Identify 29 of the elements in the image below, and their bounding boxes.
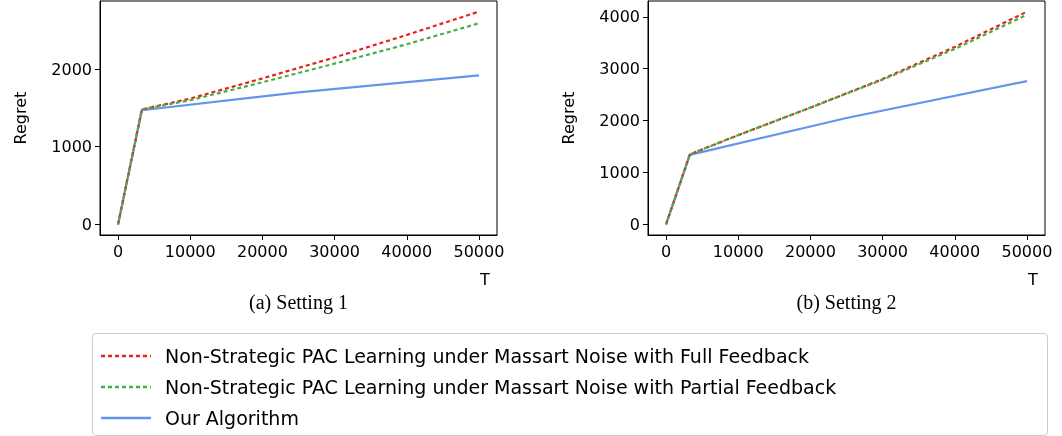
- text: (b) Setting 2: [796, 291, 897, 314]
- x-tick-label: 40000: [381, 241, 433, 261]
- x-tick-label: 0: [112, 241, 124, 261]
- legend-label: Non-Strategic PAC Learning under Massart Noise with Partial Feedback: [165, 375, 837, 398]
- y-axis-title: Regret: [558, 91, 578, 145]
- x-tick-label: 30000: [857, 241, 909, 261]
- y-tick-label: 1000: [599, 162, 640, 182]
- text: (a) Setting 1: [249, 291, 348, 314]
- y-tick-label: 3000: [599, 59, 640, 79]
- legend-label: Non-Strategic PAC Learning under Massart Noise with Full Feedback: [165, 344, 809, 367]
- x-tick-label: 40000: [929, 241, 981, 261]
- x-tick-label: 20000: [236, 241, 288, 261]
- x-axis-title: T: [479, 269, 490, 289]
- y-tick-label: 0: [81, 214, 92, 234]
- x-tick-label: 50000: [1001, 241, 1053, 261]
- y-tick-label: 4000: [599, 7, 640, 27]
- x-axis-title: T: [1027, 269, 1038, 289]
- x-tick-label: 20000: [784, 241, 836, 261]
- y-tick-label: 2000: [51, 59, 92, 79]
- x-tick-label: 50000: [453, 241, 505, 261]
- legend-label: Our Algorithm: [165, 406, 299, 429]
- x-tick-label: 10000: [164, 241, 216, 261]
- y-tick-label: 2000: [599, 111, 640, 131]
- x-tick-label: 30000: [309, 241, 361, 261]
- y-tick-label: 0: [629, 214, 640, 234]
- y-axis-title: Regret: [10, 91, 30, 145]
- x-tick-label: 0: [660, 241, 672, 261]
- y-tick-label: 1000: [51, 137, 92, 157]
- x-tick-label: 10000: [712, 241, 764, 261]
